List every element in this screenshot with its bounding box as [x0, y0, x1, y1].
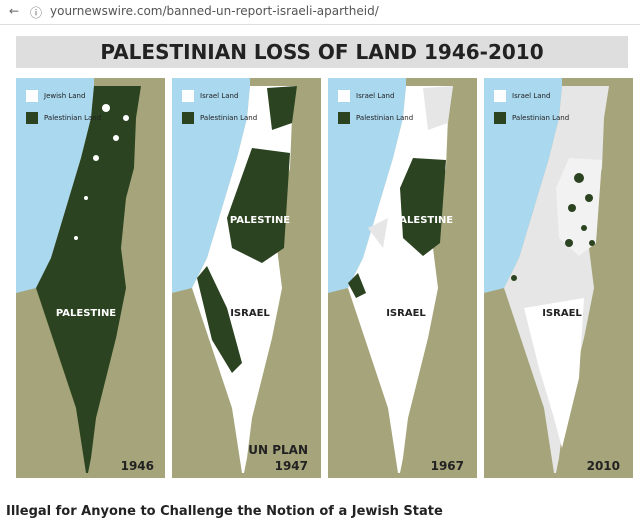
legend-label: Palestinian Land: [512, 114, 569, 122]
note: UN PLAN: [248, 443, 308, 457]
panel-1947: Israel Land Palestinian Land PALESTINE I…: [172, 78, 321, 478]
legend-label: Palestinian Land: [44, 114, 101, 122]
map-label: PALESTINE: [56, 308, 116, 319]
info-icon[interactable]: ⓘ: [30, 6, 43, 20]
panel-2010: Israel Land Palestinian Land ISRAEL 2010: [484, 78, 633, 478]
map-label: ISRAEL: [230, 308, 270, 319]
address-bar: ← ⓘ yournewswire.com/banned-un-report-is…: [0, 0, 640, 25]
legend-label: Israel Land: [512, 92, 550, 100]
back-icon[interactable]: ←: [9, 4, 20, 18]
caption: Illegal for Anyone to Challenge the Noti…: [6, 504, 443, 519]
map-label: PALESTINE: [393, 215, 453, 226]
map-label: PALESTINE: [230, 215, 290, 226]
title: PALESTINIAN LOSS OF LAND 1946-2010: [100, 40, 543, 64]
title-bar: [16, 36, 628, 68]
panel-1967: Israel Land Palestinian Land PALESTINE I…: [328, 78, 477, 478]
infographic: PALESTINIAN LOSS OF LAND 1946-2010 Jewis…: [14, 28, 640, 486]
legend-label: Israel Land: [356, 92, 394, 100]
legend-label: Palestinian Land: [200, 114, 257, 122]
map-label: ISRAEL: [542, 308, 582, 319]
year: 1946: [121, 459, 154, 473]
legend-label: Jewish Land: [43, 92, 85, 100]
map-label: ISRAEL: [386, 308, 426, 319]
year: 2010: [587, 459, 620, 473]
url[interactable]: yournewswire.com/banned-un-report-israel…: [50, 4, 379, 18]
legend-label: Palestinian Land: [356, 114, 413, 122]
legend-label: Israel Land: [200, 92, 238, 100]
panel-1946: Jewish Land Palestinian Land PALESTINE 1…: [16, 78, 165, 478]
year: 1967: [431, 459, 464, 473]
year: 1947: [275, 459, 308, 473]
